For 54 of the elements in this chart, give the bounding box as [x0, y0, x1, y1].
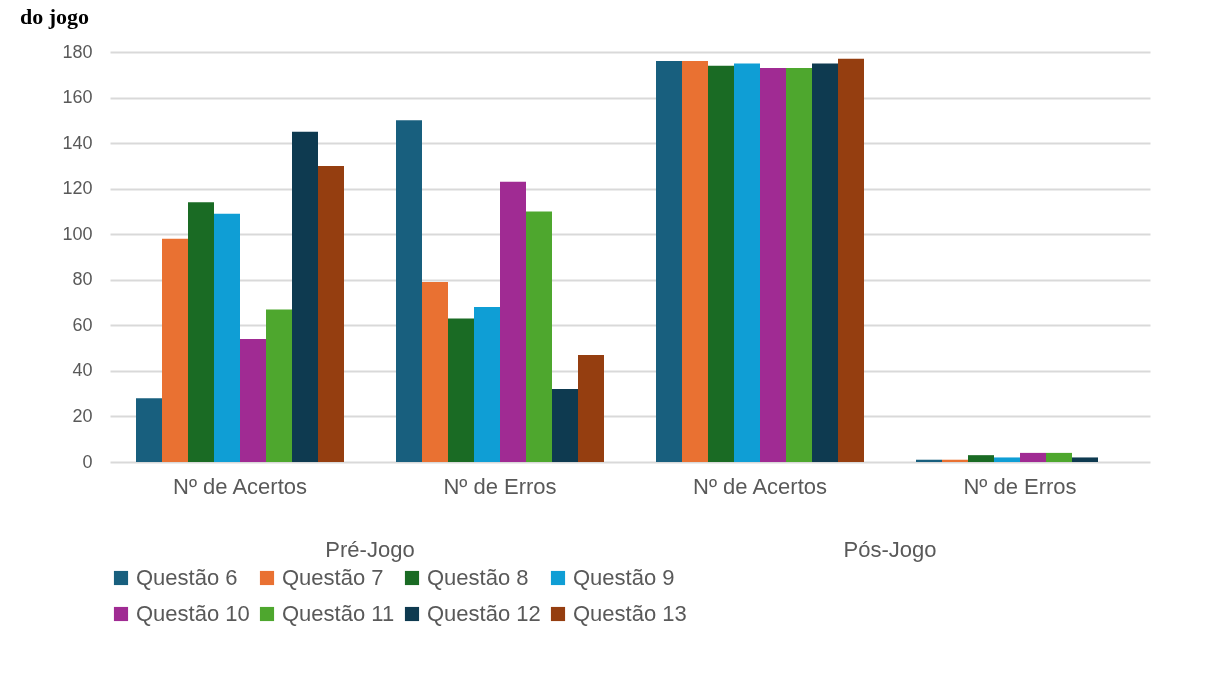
legend-label: Questão 6: [136, 565, 238, 590]
y-tick-label: 40: [72, 360, 93, 381]
legend-label: Questão 9: [573, 565, 675, 590]
bar: [1020, 452, 1046, 462]
bar: [318, 165, 344, 462]
legend-label: Questão 7: [282, 565, 384, 590]
text: Pós-Jogo: [843, 537, 937, 562]
legend-label: Questão 8: [427, 565, 529, 590]
bar: [968, 455, 994, 462]
bar: [474, 307, 500, 462]
bar: [994, 457, 1020, 462]
bar: [240, 339, 266, 462]
bar: [1046, 452, 1072, 462]
x-tick-label: Nº de Erros: [963, 473, 1077, 499]
y-tick-label: 160: [62, 87, 93, 108]
y-tick-label: 140: [62, 132, 93, 153]
bar: [526, 211, 552, 462]
chart-title: do jogo: [20, 4, 90, 29]
bar: [292, 131, 318, 462]
bar: [422, 282, 448, 462]
x-tick-label: Nº de Erros: [443, 473, 557, 499]
bar: [136, 398, 162, 462]
bar: [214, 213, 240, 462]
bar: [786, 67, 812, 462]
y-tick-label: 80: [72, 269, 93, 290]
bar: [578, 354, 604, 462]
bar: [760, 67, 786, 462]
bar: [188, 202, 214, 462]
y-tick-label: 180: [62, 41, 93, 62]
bar: [656, 61, 682, 462]
legend-label: Questão 13: [573, 601, 687, 626]
bar: [734, 63, 760, 462]
bar: [812, 63, 838, 462]
y-tick-label: 60: [72, 314, 93, 335]
bar: [708, 65, 734, 462]
x-tick-label: Nº de Acertos: [693, 473, 827, 499]
y-tick-label: 120: [62, 178, 93, 199]
legend-label: Questão 10: [136, 601, 250, 626]
bar: [552, 389, 578, 462]
x-tick-label: Nº de Acertos: [173, 473, 307, 499]
text: Pré-Jogo: [325, 537, 415, 562]
bar: [448, 318, 474, 462]
bar: [162, 238, 188, 462]
bar: [1072, 457, 1098, 462]
bar: [838, 58, 864, 462]
y-tick-label: 100: [62, 223, 93, 244]
y-tick-label: 0: [82, 451, 93, 472]
bar: [500, 181, 526, 462]
bar: [266, 309, 292, 462]
bar: [396, 120, 422, 462]
legend-label: Questão 11: [282, 601, 395, 626]
bar: [682, 61, 708, 462]
y-tick-label: 20: [72, 405, 93, 426]
legend-label: Questão 12: [427, 601, 541, 626]
